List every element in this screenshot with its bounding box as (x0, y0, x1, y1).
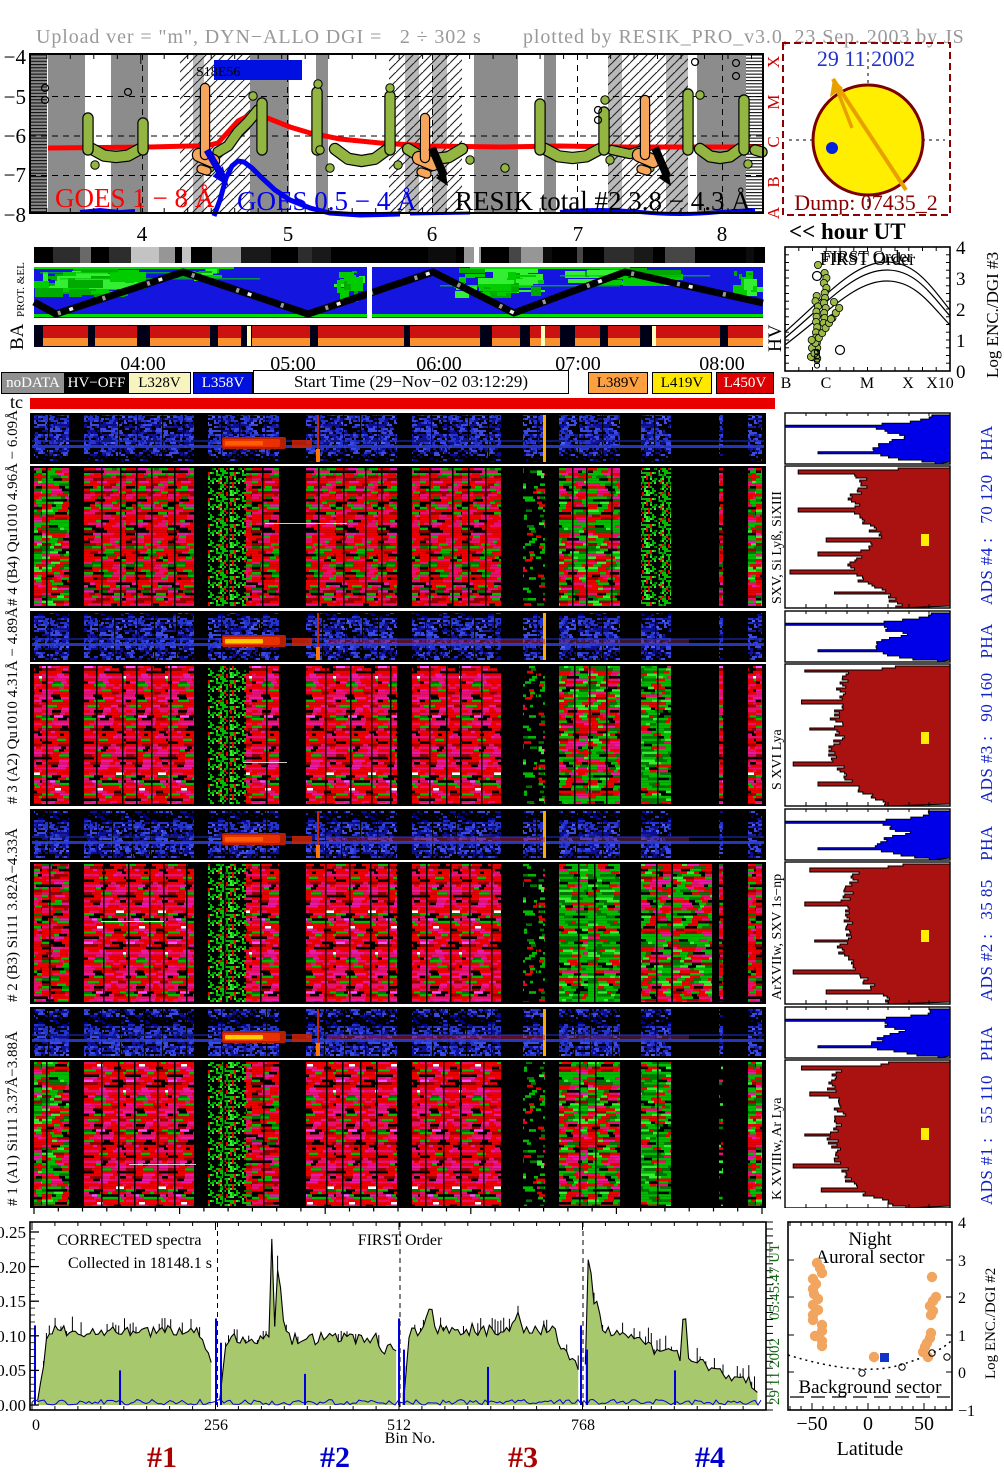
svg-text:0.05: 0.05 (0, 1361, 26, 1380)
svg-text:07:00: 07:00 (555, 353, 601, 375)
svg-text:FIRST Order: FIRST Order (820, 249, 915, 269)
svg-text:X10: X10 (926, 375, 954, 392)
svg-text:C: C (764, 136, 783, 147)
svg-text:S18E56: S18E56 (196, 65, 240, 80)
svg-text:Auroral sector: Auroral sector (815, 1247, 925, 1268)
svg-text:FIRST Order: FIRST Order (823, 247, 913, 266)
svg-text:M: M (764, 94, 783, 109)
svg-text:−6: −6 (4, 124, 26, 148)
svg-text:5: 5 (283, 222, 294, 246)
svg-text:#1: #1 (147, 1441, 177, 1474)
svg-text:1: 1 (956, 331, 966, 352)
svg-text:−8: −8 (4, 203, 26, 227)
svg-text:B: B (781, 375, 792, 392)
svg-text:#3: #3 (508, 1441, 538, 1474)
svg-text:#2: #2 (320, 1441, 350, 1474)
svg-text:CORRECTED spectra: CORRECTED spectra (57, 1232, 201, 1249)
svg-text:−5: −5 (4, 85, 26, 109)
svg-text:A: A (764, 206, 783, 219)
svg-text:−4: −4 (4, 45, 27, 69)
svg-text:RESIK total #2 3.8 − 4.3 Å: RESIK total #2 3.8 − 4.3 Å (455, 186, 751, 216)
svg-text:08:00: 08:00 (699, 353, 745, 375)
svg-text:6: 6 (427, 222, 438, 246)
svg-text:−1: −1 (958, 1403, 975, 1420)
svg-text:#4: #4 (695, 1441, 725, 1474)
svg-text:X: X (902, 375, 914, 392)
svg-text:50: 50 (914, 1413, 934, 1435)
svg-text:4: 4 (137, 222, 148, 246)
svg-text:Latitude: Latitude (837, 1438, 904, 1460)
svg-text:GOES 0.5 − 4 Å: GOES 0.5 − 4 Å (237, 186, 417, 216)
svg-text:M: M (860, 375, 874, 392)
svg-text:0.15: 0.15 (0, 1292, 26, 1311)
svg-text:0.00: 0.00 (0, 1396, 26, 1415)
svg-text:X: X (764, 56, 783, 68)
svg-text:06:00: 06:00 (416, 353, 462, 375)
svg-text:−50: −50 (796, 1413, 827, 1435)
svg-text:GOES 1 − 8 Å: GOES 1 − 8 Å (55, 183, 215, 213)
svg-text:0.20: 0.20 (0, 1258, 26, 1277)
svg-text:−7: −7 (4, 163, 26, 187)
svg-text:3: 3 (958, 1253, 966, 1270)
svg-text:4: 4 (958, 1215, 966, 1232)
svg-text:768: 768 (571, 1417, 595, 1434)
svg-text:256: 256 (204, 1417, 228, 1434)
svg-text:C: C (821, 375, 832, 392)
svg-text:1: 1 (958, 1328, 966, 1345)
svg-text:3: 3 (956, 269, 966, 290)
svg-text:0: 0 (958, 1365, 966, 1382)
svg-text:Bin No.: Bin No. (385, 1430, 436, 1447)
svg-text:0: 0 (32, 1417, 40, 1434)
svg-text:8: 8 (717, 222, 728, 246)
svg-text:0: 0 (956, 362, 966, 383)
svg-text:Night: Night (848, 1229, 892, 1250)
svg-text:Collected in 18148.1 s: Collected in 18148.1 s (68, 1255, 212, 1272)
svg-text:05:00: 05:00 (270, 353, 316, 375)
svg-text:7: 7 (573, 222, 584, 246)
svg-text:2: 2 (956, 300, 966, 321)
svg-text:0: 0 (863, 1413, 873, 1435)
svg-text:29 11 2002: 29 11 2002 (817, 46, 915, 71)
svg-text:04:00: 04:00 (120, 353, 166, 375)
svg-text:Dump: 07435_2: Dump: 07435_2 (794, 190, 938, 215)
svg-text:512: 512 (387, 1417, 411, 1434)
svg-text:0.25: 0.25 (0, 1223, 26, 1242)
svg-text:4: 4 (956, 240, 966, 259)
svg-text:Background sector: Background sector (799, 1377, 943, 1398)
svg-text:FIRST Order: FIRST Order (358, 1232, 443, 1249)
svg-text:0.10: 0.10 (0, 1327, 26, 1346)
svg-text:B: B (764, 176, 783, 187)
svg-text:2: 2 (958, 1290, 966, 1307)
